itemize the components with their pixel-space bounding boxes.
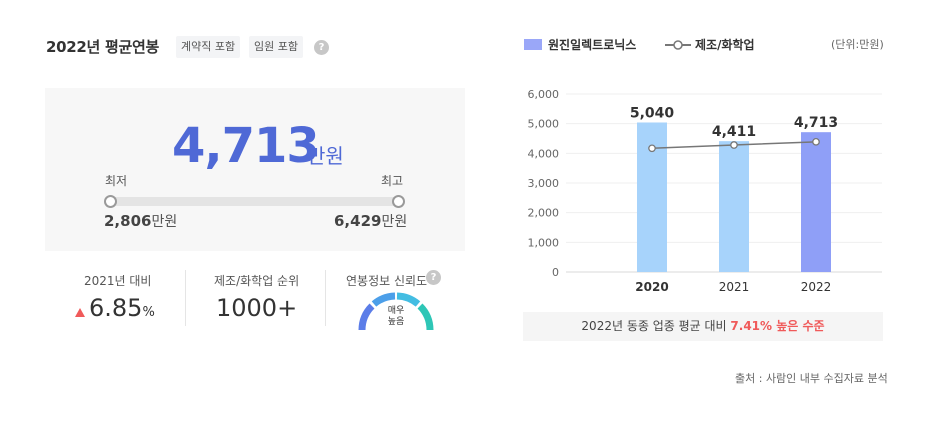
min-label: 최저 xyxy=(105,174,128,188)
bar-value-label: 4,411 xyxy=(712,124,756,140)
x-tick-label: 2020 xyxy=(635,280,668,294)
trust-value-line2: 높음 xyxy=(387,317,405,327)
comparison-prefix: 2022년 동종 업종 평균 대비 xyxy=(581,319,727,333)
min-salary: 2,806만원 xyxy=(104,211,177,231)
gauge-segment-4 xyxy=(417,303,434,331)
industry-point xyxy=(648,144,656,153)
x-tick-label: 2022 xyxy=(801,280,832,294)
source-note: 출처 : 사람인 내부 수집자료 분석 xyxy=(735,372,888,385)
legend-bar-swatch xyxy=(524,39,542,50)
change-value: 6.85 xyxy=(89,294,143,322)
rank-label: 제조/화학업 순위 xyxy=(214,274,300,288)
bar-value-label: 4,713 xyxy=(794,115,838,131)
change-stat: 6.85% xyxy=(89,294,155,322)
average-salary-value: 4,713 xyxy=(172,118,320,174)
legend-series2: 제조/화학업 xyxy=(695,38,755,52)
rank-value: 1000+ xyxy=(216,294,298,322)
tag-contract: 계약직 포함 xyxy=(176,36,241,58)
max-knob-icon xyxy=(392,195,405,208)
trust-help-icon[interactable]: ? xyxy=(426,270,441,285)
y-tick-label: 1,000 xyxy=(528,236,560,249)
trust-label: 연봉정보 신뢰도 xyxy=(346,274,428,288)
y-tick-label: 6,000 xyxy=(528,88,560,101)
salary-range-track xyxy=(110,197,399,206)
y-tick-label: 2,000 xyxy=(528,207,560,220)
y-tick-label: 4,000 xyxy=(528,147,560,160)
max-label: 최고 xyxy=(381,174,404,188)
industry-point xyxy=(730,141,738,149)
min-salary-unit: 만원 xyxy=(151,214,178,230)
bar-2022 xyxy=(801,132,831,272)
legend-series1: 원진일렉트로닉스 xyxy=(548,38,637,52)
tag-executive: 임원 포함 xyxy=(249,36,303,58)
change-unit: % xyxy=(142,305,155,320)
salary-chart: 0 1,000 2,000 3,000 4,000 5,000 6,000 5,040 2020… xyxy=(528,88,882,294)
divider xyxy=(185,270,186,326)
average-salary-unit: 만원 xyxy=(307,144,344,168)
y-tick-label: 3,000 xyxy=(528,177,560,190)
gauge-segment-2 xyxy=(371,292,396,307)
industry-point xyxy=(812,137,820,146)
bar-value-label: 5,040 xyxy=(630,105,675,121)
up-arrow-icon xyxy=(75,308,85,317)
max-salary-unit: 만원 xyxy=(381,214,408,230)
x-tick-label: 2021 xyxy=(719,280,750,294)
trust-gauge xyxy=(358,292,434,331)
min-knob-icon xyxy=(104,195,117,208)
comparison-highlight: 7.41% 높은 수준 xyxy=(730,319,825,333)
legend-line-swatch xyxy=(665,40,691,50)
bar-2021 xyxy=(719,141,749,272)
divider xyxy=(325,270,326,326)
gauge-segment-1 xyxy=(358,303,375,331)
max-salary-value: 6,429 xyxy=(334,212,382,230)
trust-value: 매우 높음 xyxy=(381,306,411,328)
page-title: 2022년 평균연봉 xyxy=(46,38,159,56)
salary-panel xyxy=(45,88,465,251)
change-label: 2021년 대비 xyxy=(84,274,152,288)
gauge-segment-3 xyxy=(396,292,421,307)
y-tick-label: 5,000 xyxy=(528,118,560,131)
unit-label: (단위:만원) xyxy=(831,38,884,51)
help-icon[interactable]: ? xyxy=(314,40,329,55)
industry-comparison: 2022년 동종 업종 평균 대비 7.41% 높은 수준 xyxy=(523,312,883,341)
y-tick-label: 0 xyxy=(552,266,559,279)
max-salary: 6,429만원 xyxy=(334,211,407,231)
trust-value-line1: 매우 xyxy=(387,306,405,316)
min-salary-value: 2,806 xyxy=(104,212,152,230)
